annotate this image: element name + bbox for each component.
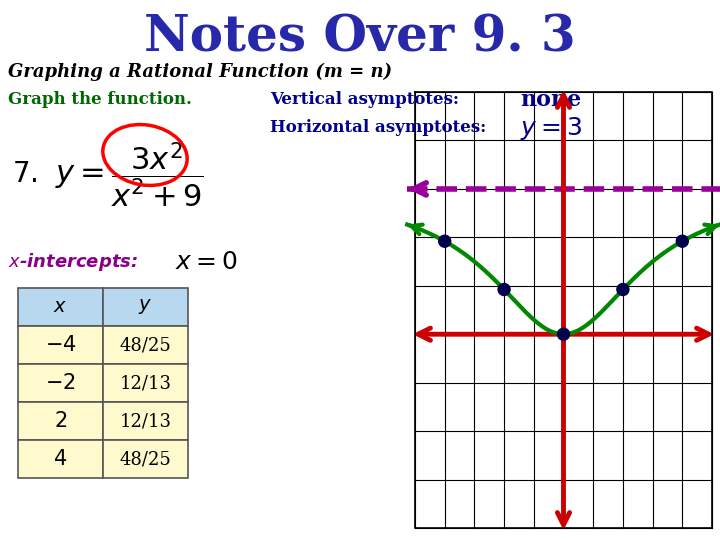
Circle shape xyxy=(676,235,688,247)
Text: $y=\dfrac{3x^2}{x^2+9}$: $y=\dfrac{3x^2}{x^2+9}$ xyxy=(55,140,204,210)
Text: $-2$: $-2$ xyxy=(45,373,76,393)
Circle shape xyxy=(557,328,570,340)
FancyBboxPatch shape xyxy=(103,364,188,402)
Circle shape xyxy=(438,235,451,247)
Text: $x=0$: $x=0$ xyxy=(175,250,238,274)
FancyBboxPatch shape xyxy=(103,326,188,364)
FancyBboxPatch shape xyxy=(103,440,188,478)
Text: 48/25: 48/25 xyxy=(120,336,171,354)
Text: $\mathit{x}$: $\mathit{x}$ xyxy=(53,298,68,316)
FancyBboxPatch shape xyxy=(103,402,188,440)
Text: Vertical asymptotes:: Vertical asymptotes: xyxy=(270,91,459,109)
FancyBboxPatch shape xyxy=(18,402,103,440)
Text: $y=3$: $y=3$ xyxy=(520,114,582,141)
Text: $x$-intercepts:: $x$-intercepts: xyxy=(8,251,138,273)
Text: $-4$: $-4$ xyxy=(45,335,76,355)
Text: $\mathit{y}$: $\mathit{y}$ xyxy=(138,298,153,316)
Text: Graph the function.: Graph the function. xyxy=(8,91,192,109)
Text: Graphing a Rational Function (m = n): Graphing a Rational Function (m = n) xyxy=(8,63,392,81)
Text: $7.$: $7.$ xyxy=(12,161,37,188)
FancyBboxPatch shape xyxy=(18,440,103,478)
FancyBboxPatch shape xyxy=(103,288,188,326)
Text: Notes Over 9. 3: Notes Over 9. 3 xyxy=(144,14,576,63)
Text: none: none xyxy=(520,89,581,111)
FancyBboxPatch shape xyxy=(18,326,103,364)
Text: 48/25: 48/25 xyxy=(120,450,171,468)
Text: 12/13: 12/13 xyxy=(120,412,171,430)
Circle shape xyxy=(617,284,629,295)
FancyBboxPatch shape xyxy=(18,288,103,326)
Circle shape xyxy=(498,284,510,295)
Text: Horizontal asymptotes:: Horizontal asymptotes: xyxy=(270,119,486,137)
Text: 12/13: 12/13 xyxy=(120,374,171,392)
Text: $\mathit{4}$: $\mathit{4}$ xyxy=(53,449,68,469)
Text: $\mathit{2}$: $\mathit{2}$ xyxy=(54,411,67,431)
FancyBboxPatch shape xyxy=(18,364,103,402)
